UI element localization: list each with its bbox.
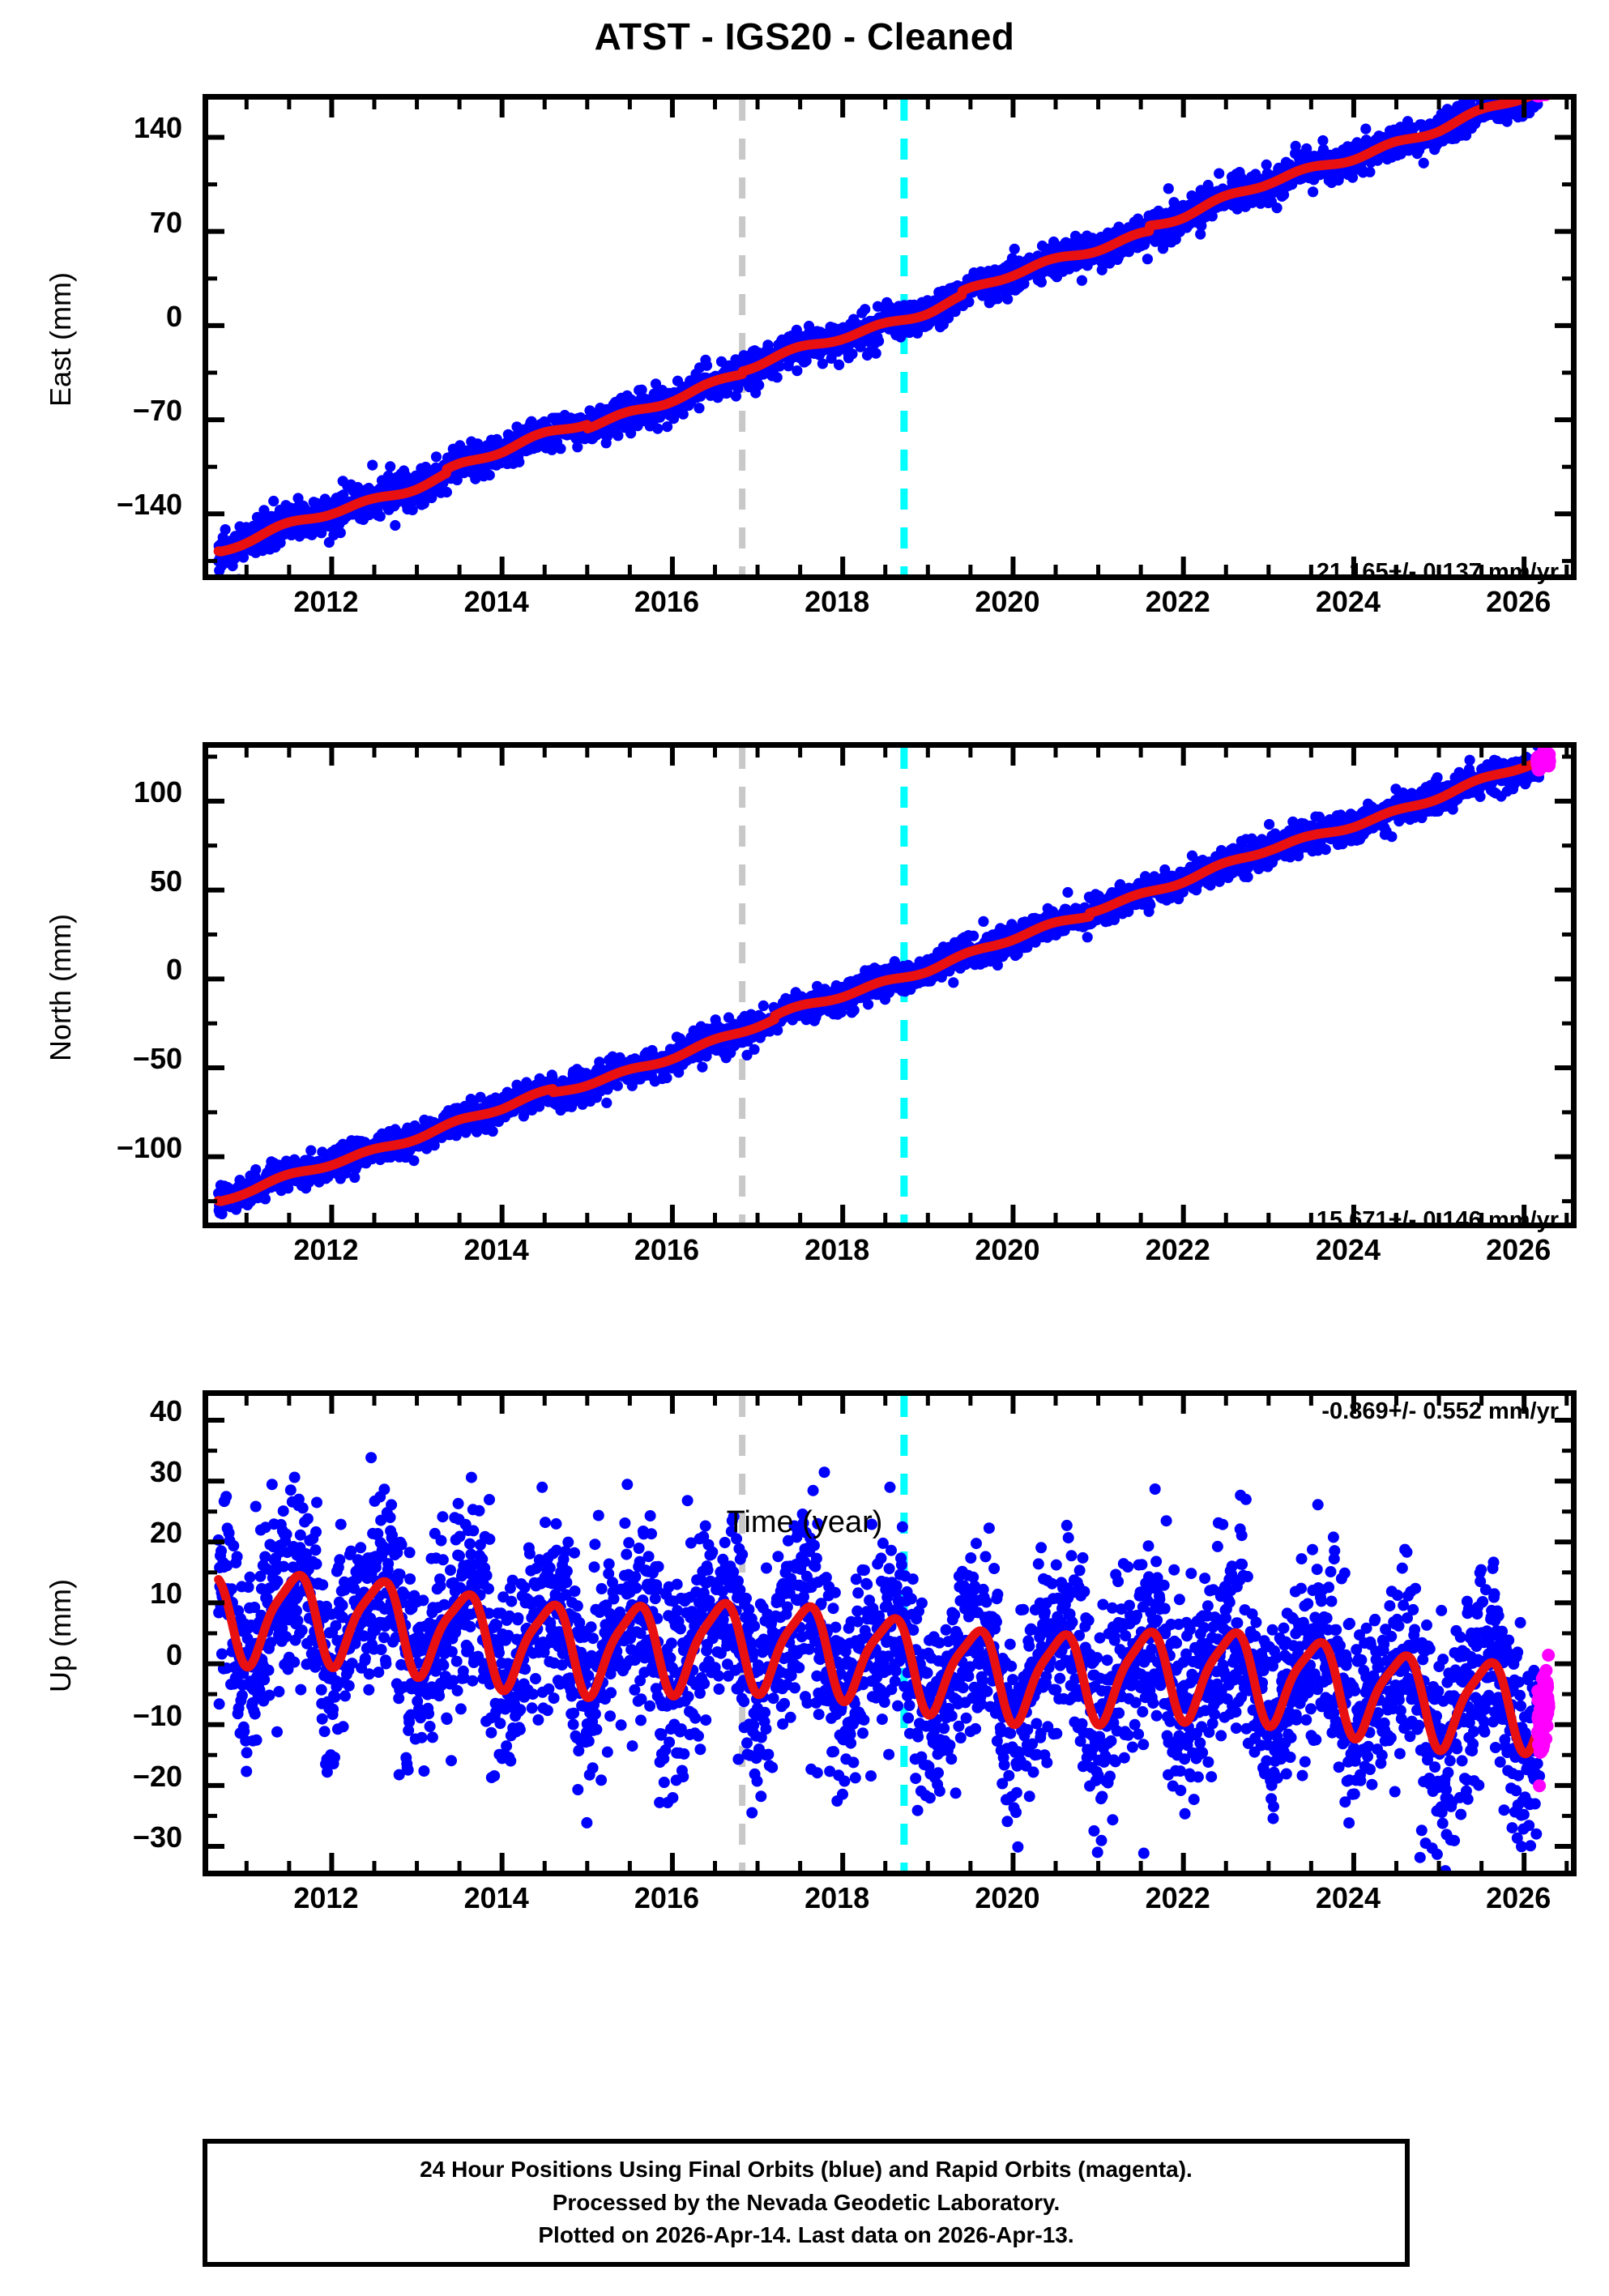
x-tick-label-north-3: 2018 bbox=[764, 1233, 910, 1267]
y-tick-label-up-2: 20 bbox=[28, 1516, 182, 1550]
x-tick-label-north-4: 2020 bbox=[934, 1233, 1080, 1267]
plot-canvas-north bbox=[208, 748, 1571, 1223]
panel-up: Up (mm) -0.869+/- 0.552 mm/yr Time (year… bbox=[0, 1296, 1609, 2025]
x-tick-label-north-5: 2022 bbox=[1105, 1233, 1251, 1267]
footer-line-2: Processed by the Nevada Geodetic Laborat… bbox=[553, 2187, 1061, 2220]
x-tick-label-up-2: 2016 bbox=[594, 1881, 740, 1915]
model-fit-line-north bbox=[219, 758, 1550, 1201]
x-tick-label-north-6: 2024 bbox=[1275, 1233, 1421, 1267]
y-tick-label-east-4: −140 bbox=[28, 488, 182, 522]
rate-annotation-north: 15.671+/- 0.146 mm/yr bbox=[1317, 1207, 1559, 1234]
panel-north: North (mm) 15.671+/- 0.146 mm/yr 100 50 0−… bbox=[0, 648, 1609, 1296]
footer-line-1: 24 Hour Positions Using Final Orbits (bl… bbox=[420, 2153, 1193, 2187]
x-tick-label-east-2: 2016 bbox=[594, 585, 740, 619]
x-tick-label-east-6: 2024 bbox=[1275, 585, 1421, 619]
y-tick-label-up-7: −30 bbox=[28, 1820, 182, 1854]
y-tick-label-up-1: 30 bbox=[28, 1455, 182, 1489]
y-tick-label-up-3: 10 bbox=[28, 1577, 182, 1611]
x-tick-label-east-5: 2022 bbox=[1105, 585, 1251, 619]
y-tick-label-east-2: 0 bbox=[28, 300, 182, 334]
x-tick-label-north-0: 2012 bbox=[253, 1233, 399, 1267]
y-tick-label-north-1: 50 bbox=[28, 864, 182, 898]
footer-caption-box: 24 Hour Positions Using Final Orbits (bl… bbox=[203, 2139, 1410, 2267]
y-tick-label-north-4: −100 bbox=[28, 1131, 182, 1165]
x-tick-label-north-2: 2016 bbox=[594, 1233, 740, 1267]
panel-east: East (mm) 21.165+/- 0.137 mm/yr 140 70 0 −7… bbox=[0, 0, 1609, 648]
x-tick-label-east-1: 2014 bbox=[424, 585, 570, 619]
x-tick-label-up-3: 2018 bbox=[764, 1881, 910, 1915]
x-tick-label-up-6: 2024 bbox=[1275, 1881, 1421, 1915]
x-tick-label-east-3: 2018 bbox=[764, 585, 910, 619]
plot-canvas-up bbox=[208, 1396, 1571, 1871]
y-tick-label-north-3: −50 bbox=[28, 1042, 182, 1076]
x-tick-label-up-5: 2022 bbox=[1105, 1881, 1251, 1915]
y-tick-label-up-4: 0 bbox=[28, 1638, 182, 1672]
rapid-orbit-points-north bbox=[1530, 748, 1556, 777]
x-tick-label-north-7: 2026 bbox=[1445, 1233, 1591, 1267]
rate-annotation-up: -0.869+/- 0.552 mm/yr bbox=[1321, 1398, 1559, 1425]
x-tick-label-east-0: 2012 bbox=[253, 585, 399, 619]
x-tick-label-east-4: 2020 bbox=[934, 585, 1080, 619]
y-tick-label-up-5: −10 bbox=[28, 1699, 182, 1733]
x-tick-label-up-4: 2020 bbox=[934, 1881, 1080, 1915]
x-axis-label: Time (year) bbox=[0, 1505, 1609, 1540]
footer-line-3: Plotted on 2026-Apr-14. Last data on 202… bbox=[538, 2219, 1073, 2252]
plot-frame-up bbox=[203, 1390, 1577, 1876]
plot-frame-north bbox=[203, 742, 1577, 1228]
x-tick-label-up-0: 2012 bbox=[253, 1881, 399, 1915]
y-tick-label-up-0: 40 bbox=[28, 1394, 182, 1428]
x-tick-label-east-7: 2026 bbox=[1445, 585, 1591, 619]
data-points-east bbox=[213, 100, 1545, 574]
y-tick-label-east-1: 70 bbox=[28, 206, 182, 240]
y-tick-label-up-6: −20 bbox=[28, 1760, 182, 1794]
plot-canvas-east bbox=[208, 100, 1571, 574]
x-tick-label-up-7: 2026 bbox=[1445, 1881, 1591, 1915]
y-tick-label-north-0: 100 bbox=[28, 775, 182, 809]
rate-annotation-east: 21.165+/- 0.137 mm/yr bbox=[1317, 559, 1559, 586]
x-tick-label-up-1: 2014 bbox=[424, 1881, 570, 1915]
y-tick-label-east-0: 140 bbox=[28, 111, 182, 145]
plot-frame-east bbox=[203, 94, 1577, 580]
y-tick-label-north-2: 0 bbox=[28, 953, 182, 987]
x-tick-label-north-1: 2014 bbox=[424, 1233, 570, 1267]
y-tick-label-east-3: −70 bbox=[28, 394, 182, 428]
